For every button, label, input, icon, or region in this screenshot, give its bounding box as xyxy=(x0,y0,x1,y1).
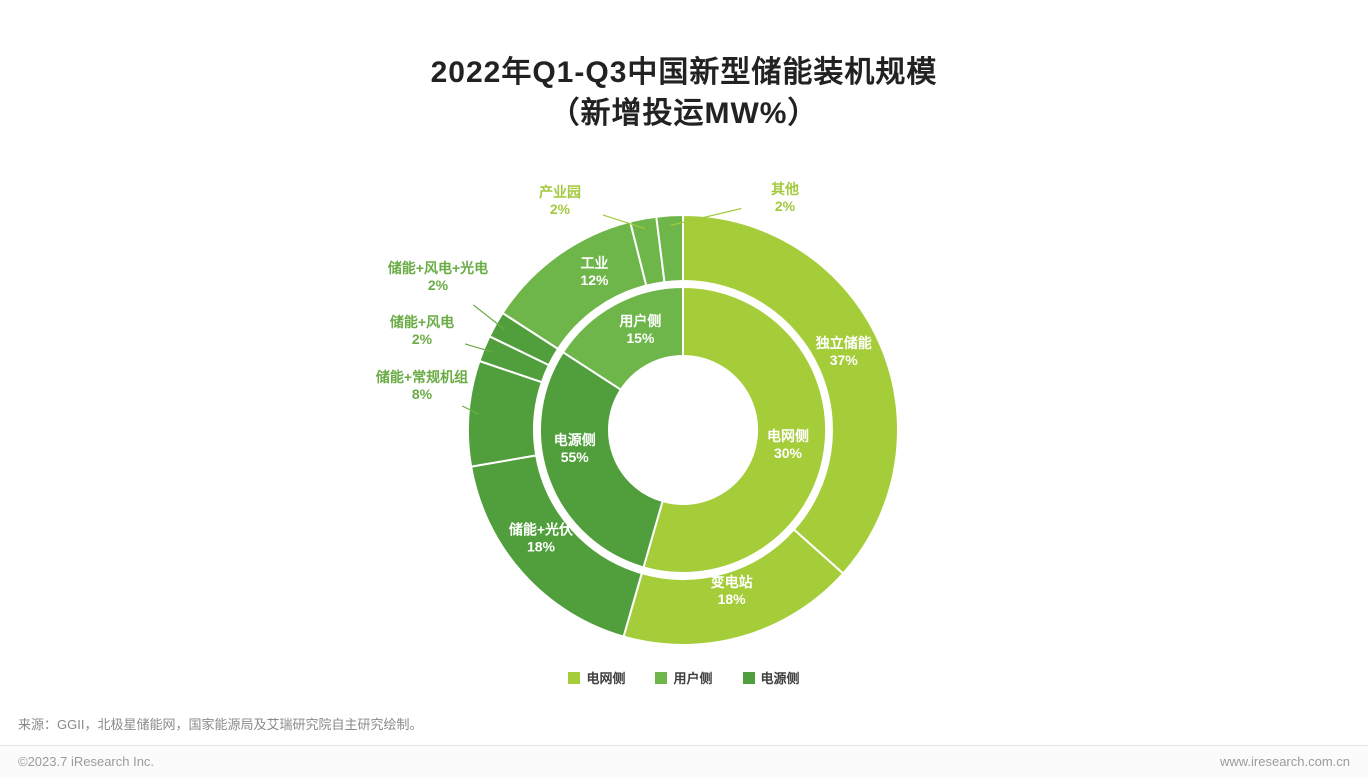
website-url[interactable]: www.iresearch.com.cn xyxy=(1219,754,1350,769)
legend-item-1: 用户侧 xyxy=(655,668,713,687)
source-note: 来源：GGII，北极星储能网，国家能源局及艾瑞研究院自主研究绘制。 xyxy=(18,717,423,732)
callout-label-other: 其他 2% xyxy=(771,181,799,214)
legend-label-1: 用户侧 xyxy=(673,671,713,686)
legend-swatch-1 xyxy=(655,671,668,684)
segment-label-storage-pv: 储能+光伏 18% xyxy=(508,521,573,554)
footer-bar: ©2023.7 iResearch Inc. www.iresearch.com… xyxy=(0,745,1368,777)
chart-title-line1: 2022年Q1-Q3中国新型储能装机规模 xyxy=(430,56,938,89)
callout-label-storage-wind: 储能+风电 2% xyxy=(389,314,454,347)
legend-swatch-0 xyxy=(568,671,581,684)
callout-line-storage-conventional xyxy=(462,405,479,415)
segment-user-side xyxy=(562,286,684,391)
chart-title-line2: （新增投运MW%） xyxy=(549,97,819,130)
legend-label-2: 电源侧 xyxy=(760,671,800,686)
callout-line-storage-wind xyxy=(464,343,494,353)
callout-label-storage-wind-pv: 储能+风电+光电 2% xyxy=(387,260,488,293)
segment-standalone-storage xyxy=(682,214,899,575)
segment-label-substation: 变电站 18% xyxy=(711,574,753,607)
callout-line-other xyxy=(670,207,742,226)
segment-grid-side xyxy=(642,286,828,574)
callout-line-industrial-park xyxy=(602,214,646,230)
segment-label-standalone-storage: 独立储能 37% xyxy=(816,335,872,368)
callout-line-storage-wind-pv xyxy=(472,304,505,330)
segment-label-source-side: 电源侧 55% xyxy=(554,432,596,465)
legend-item-2: 电源侧 xyxy=(742,668,800,687)
chart-legend: 电网侧 用户侧 电源侧 xyxy=(0,668,1368,687)
copyright-text: ©2023.7 iResearch Inc. xyxy=(18,754,155,769)
callout-label-storage-conventional: 储能+常规机组 8% xyxy=(375,369,468,402)
callout-label-industrial-park: 产业园 2% xyxy=(539,184,581,217)
chart-title: 2022年Q1-Q3中国新型储能装机规模 （新增投运MW%） xyxy=(0,52,1368,134)
legend-swatch-2 xyxy=(742,671,755,684)
segment-label-grid-side: 电网侧 30% xyxy=(767,428,809,461)
segment-label-user-side: 用户侧 15% xyxy=(619,313,661,346)
legend-label-0: 电网侧 xyxy=(586,671,626,686)
segment-source-side xyxy=(539,351,664,569)
legend-item-0: 电网侧 xyxy=(568,668,625,687)
segment-label-industry: 工业 12% xyxy=(580,255,609,288)
segment-other xyxy=(655,214,684,284)
